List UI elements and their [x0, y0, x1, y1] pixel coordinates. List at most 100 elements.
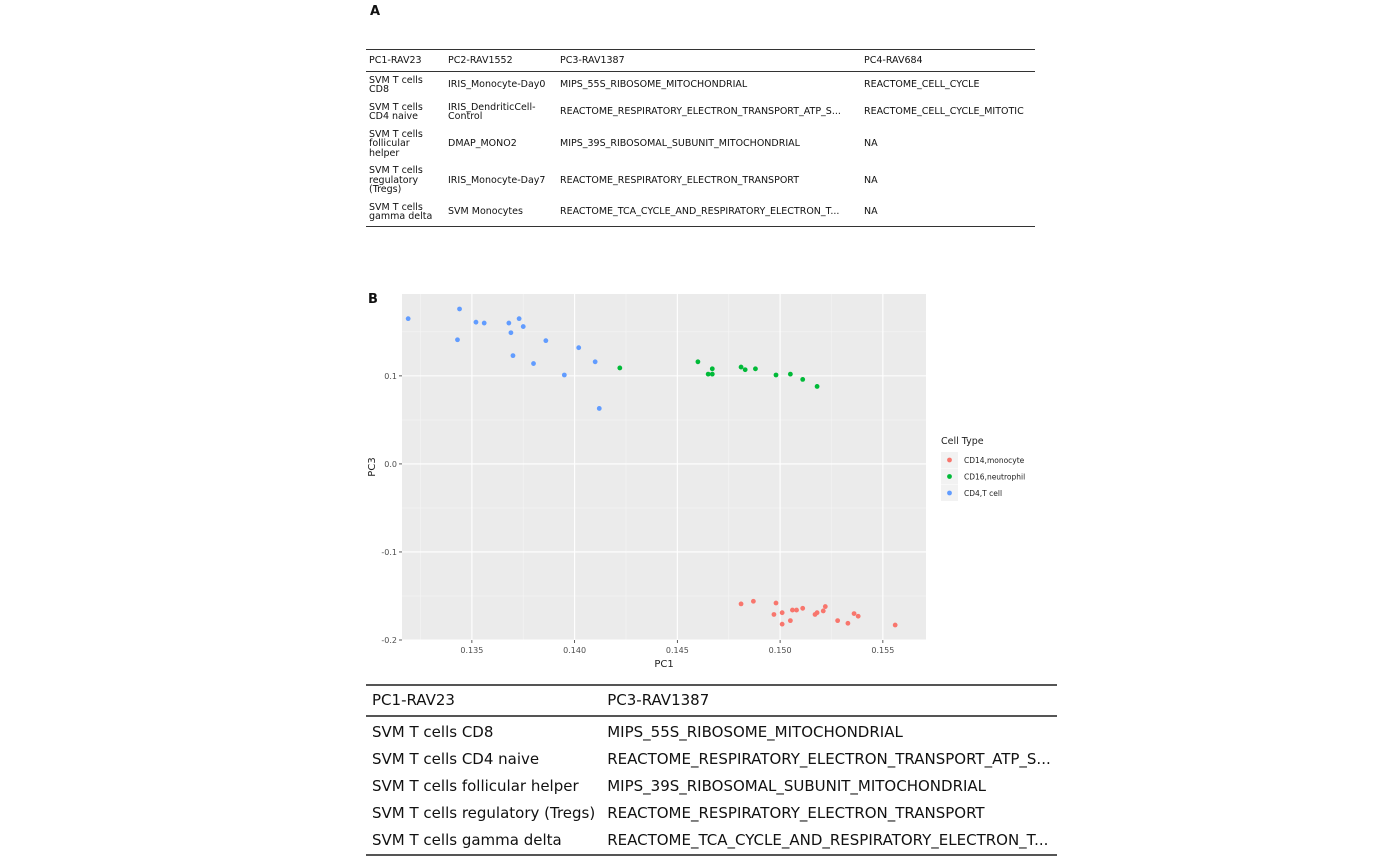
data-point: [520, 324, 526, 329]
data-point: [835, 618, 841, 624]
table-cell: REACTOME_RESPIRATORY_ELECTRON_TRANSPORT_…: [607, 750, 1051, 768]
data-point: [787, 371, 793, 377]
data-point: [753, 366, 758, 372]
data-point: [481, 320, 487, 326]
data-point: [855, 613, 861, 619]
data-point: [617, 365, 623, 371]
pca-scatter-plot: 0.135 0.140 0.145 0.150 0.155-0.2-0.10.00.1 …: [367, 294, 1025, 670]
data-point: [800, 376, 806, 382]
plot-panel-background: [402, 294, 926, 640]
table-c-header-row: PC1-RAV23 PC3-RAV1387: [366, 684, 1057, 717]
data-point: [738, 601, 744, 607]
table-cell: SVM T cells CD8: [372, 723, 494, 741]
table-cell: SVM T cells follicular helper: [369, 128, 423, 159]
table-cell: SVM Monocytes: [445, 198, 557, 227]
x-tick-label: 0.145: [666, 646, 689, 655]
table-cell: SVM T cells regulatory (Tregs): [372, 804, 596, 822]
data-point: [705, 371, 711, 377]
table-cell: REACTOME_CELL_CYCLE: [864, 79, 980, 91]
legend-key-point: [947, 490, 952, 496]
table-cell: NA: [861, 198, 1035, 227]
data-point: [405, 316, 411, 322]
table-cell: MIPS_39S_RIBOSOMAL_SUBUNIT_MITOCHONDRIAL: [560, 138, 800, 149]
data-point: [709, 371, 715, 377]
data-point: [820, 608, 826, 614]
table-row: SVM T cells gamma delta SVM Monocytes RE…: [366, 198, 1035, 227]
table-cell: IRIS_DendriticCell-Control: [448, 101, 536, 122]
data-point: [845, 620, 851, 626]
table-cell: REACTOME_TCA_CYCLE_AND_RESPIRATORY_ELECT…: [557, 198, 861, 227]
table-cell: SVM T cells gamma delta: [366, 198, 445, 227]
data-point: [814, 610, 820, 616]
table-row: SVM T cells regulatory (Tregs) IRIS_Mono…: [366, 162, 1035, 199]
plot-legend: Cell Type CD14,monocyte CD16,neutrophil CD…: [941, 436, 1025, 501]
data-point: [516, 316, 522, 322]
table-row: SVM T cells gamma delta REACTOME_TCA_CYC…: [366, 827, 1057, 856]
table-cell: SVM T cells CD4 naive: [372, 750, 540, 768]
table-cell: MIPS_39S_RIBOSOMAL_SUBUNIT_MITOCHONDRIAL: [607, 777, 987, 795]
y-tick-label: 0.0: [384, 460, 397, 469]
data-point: [561, 372, 567, 378]
data-point: [457, 306, 462, 312]
data-point: [738, 364, 744, 370]
y-tick-label: -0.2: [381, 636, 397, 645]
table-row: SVM T cells regulatory (Tregs) REACTOME_…: [366, 800, 1057, 827]
data-point: [543, 338, 549, 344]
data-point: [800, 605, 806, 611]
data-point: [596, 406, 602, 411]
data-point: [773, 372, 779, 378]
data-point: [695, 359, 701, 365]
plot-points: [405, 306, 898, 628]
data-point: [790, 607, 795, 613]
legend-item-label: CD4,T cell: [964, 489, 1002, 498]
table-cell: NA: [864, 138, 878, 149]
panel-b-label: B: [368, 292, 378, 307]
data-point: [510, 353, 516, 359]
legend-key-point: [947, 457, 952, 463]
table-row: SVM T cells follicular helper DMAP_MONO2…: [366, 126, 1035, 163]
y-tick-label: -0.1: [381, 548, 397, 557]
plot-axis-ticks: 0.135 0.140 0.145 0.150 0.155 -0.2 -0.1 0.0 0.1: [381, 372, 894, 655]
table-row: SVM T cells CD4 naive REACTOME_RESPIRATO…: [366, 746, 1057, 773]
table-c-header-pc1: PC1-RAV23: [366, 684, 602, 717]
table-cell: MIPS_55S_RIBOSOME_MITOCHONDRIAL: [607, 723, 903, 741]
data-point: [531, 361, 536, 366]
table-cell: NA: [864, 174, 878, 186]
data-point: [742, 367, 748, 373]
data-point: [455, 337, 460, 343]
data-point: [473, 319, 479, 325]
table-cell: REACTOME_TCA_CYCLE_AND_RESPIRATORY_ELECT…: [601, 827, 1057, 856]
data-point: [787, 618, 793, 624]
y-tick-label: 0.1: [384, 372, 397, 381]
table-row: SVM T cells CD8 IRIS_Monocyte-Day0 MIPS_…: [366, 71, 1035, 99]
data-point: [794, 607, 799, 613]
table-c: PC1-RAV23 PC3-RAV1387 SVM T cells CD8 MI…: [366, 684, 1057, 856]
table-cell: REACTOME_RESPIRATORY_ELECTRON_TRANSPORT: [560, 174, 800, 186]
data-point: [779, 610, 785, 616]
table-cell: IRIS_Monocyte-Day7: [448, 174, 546, 186]
panel-a-label: A: [370, 4, 381, 19]
plot-grid: [402, 294, 926, 641]
data-point: [814, 384, 820, 389]
table-cell: SVM T cells follicular helper: [372, 777, 579, 795]
table-a-header-pc1: PC1-RAV23: [366, 49, 445, 72]
table-cell: REACTOME_RESPIRATORY_ELECTRON_TRANSPORT_…: [560, 106, 841, 118]
table-row: SVM T cells CD4 naive IRIS_DendriticCell…: [366, 99, 1035, 126]
legend-item-label: CD16,neutrophil: [964, 473, 1025, 482]
data-point: [892, 622, 898, 628]
table-c-header-pc3: PC3-RAV1387: [601, 684, 1057, 717]
data-point: [773, 600, 779, 606]
data-point: [508, 330, 514, 336]
table-a-header-row: PC1-RAV23 PC2-RAV1552 PC3-RAV1387 PC4-RA…: [366, 49, 1035, 72]
x-axis-label: PC1: [654, 659, 673, 670]
table-cell: SVM T cells gamma delta: [366, 827, 602, 856]
table-row: SVM T cells follicular helper MIPS_39S_R…: [366, 773, 1057, 800]
x-tick-label: 0.155: [871, 646, 894, 655]
table-cell: REACTOME_CELL_CYCLE_MITOTIC: [864, 106, 1024, 118]
table-a-header-pc3: PC3-RAV1387: [557, 49, 861, 72]
table-cell: IRIS_Monocyte-Day0: [448, 79, 546, 91]
table-row: SVM T cells CD8 MIPS_55S_RIBOSOME_MITOCH…: [366, 716, 1057, 746]
data-point: [851, 611, 857, 616]
table-cell: SVM T cells regulatory (Tregs): [369, 165, 423, 195]
table-a-header-pc2: PC2-RAV1552: [445, 49, 557, 72]
